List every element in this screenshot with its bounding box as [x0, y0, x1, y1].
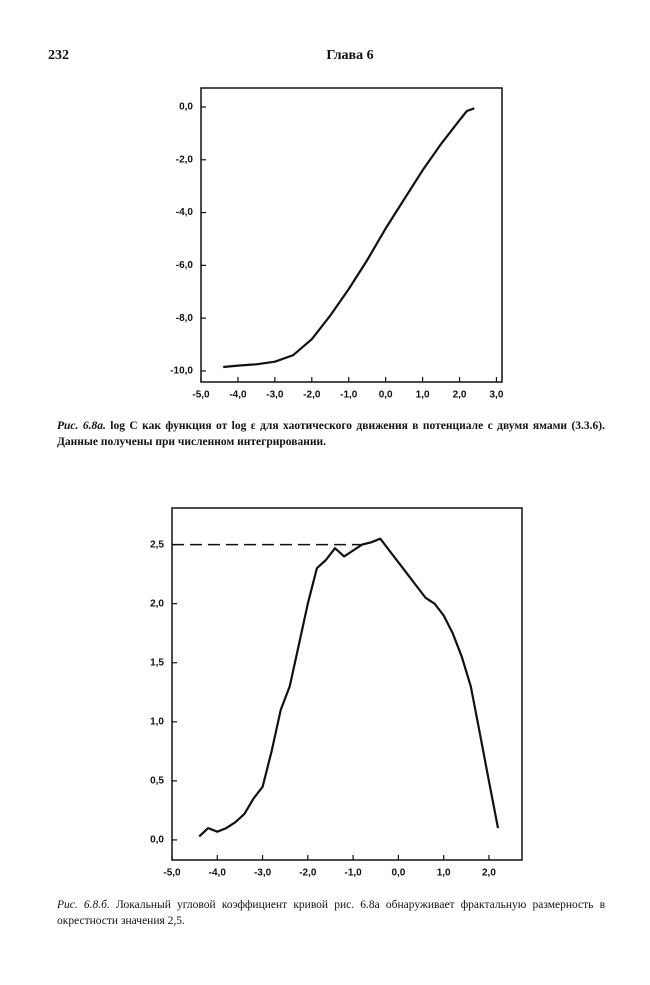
plot-frame	[171, 507, 523, 861]
y-tick-label: -4,0	[176, 207, 194, 218]
curve	[223, 107, 475, 369]
y-tick-label: -10,0	[170, 366, 193, 377]
caption: Рис. 6.8.б. Локальный угловой коэффициен…	[57, 897, 605, 929]
caption-text: log C как функция от log ε для хаотическ…	[57, 420, 606, 448]
curve	[198, 537, 500, 838]
caption-label: Рис. 6.8.б.	[57, 899, 110, 911]
y-tick-label: 0,5	[150, 775, 164, 786]
x-tick-label: -5,0	[192, 390, 210, 401]
y-tick-label: 1,5	[150, 657, 164, 668]
y-tick-label: 1,0	[150, 716, 164, 727]
x-tick-label: -1,0	[340, 390, 358, 401]
y-tick-label: -8,0	[176, 313, 194, 324]
y-tick-label: 2,0	[150, 598, 164, 609]
y-tick-label: 2,5	[150, 539, 164, 550]
chapter-header: Глава 6	[326, 48, 374, 63]
x-tick-label: 2,0	[482, 868, 496, 879]
y-tick-label: 0,0	[150, 835, 164, 846]
plot-frame	[200, 87, 503, 383]
caption-text: Локальный угловой коэффициент кривой рис…	[57, 899, 605, 927]
x-tick-label: 0,0	[391, 868, 405, 879]
y-tick-label: 0,0	[179, 102, 193, 113]
x-tick-label: -4,0	[209, 868, 227, 879]
y-tick-label: -2,0	[176, 154, 194, 165]
x-tick-label: 2,0	[453, 390, 467, 401]
caption-label: Рис. 6.8а.	[57, 420, 106, 432]
caption: Рис. 6.8а. log C как функция от log ε дл…	[57, 418, 605, 450]
x-tick-label: -5,0	[163, 868, 181, 879]
x-tick-label: -3,0	[254, 868, 272, 879]
x-tick-label: 3,0	[490, 390, 504, 401]
y-tick-label: -6,0	[176, 260, 194, 271]
x-tick-label: 0,0	[379, 390, 393, 401]
x-tick-label: -2,0	[303, 390, 321, 401]
x-tick-label: -4,0	[229, 390, 247, 401]
x-tick-label: -2,0	[299, 868, 317, 879]
x-tick-label: -3,0	[266, 390, 284, 401]
x-tick-label: 1,0	[437, 868, 451, 879]
x-tick-label: 1,0	[416, 390, 430, 401]
x-tick-label: -1,0	[344, 868, 362, 879]
page-number: 232	[48, 48, 69, 63]
